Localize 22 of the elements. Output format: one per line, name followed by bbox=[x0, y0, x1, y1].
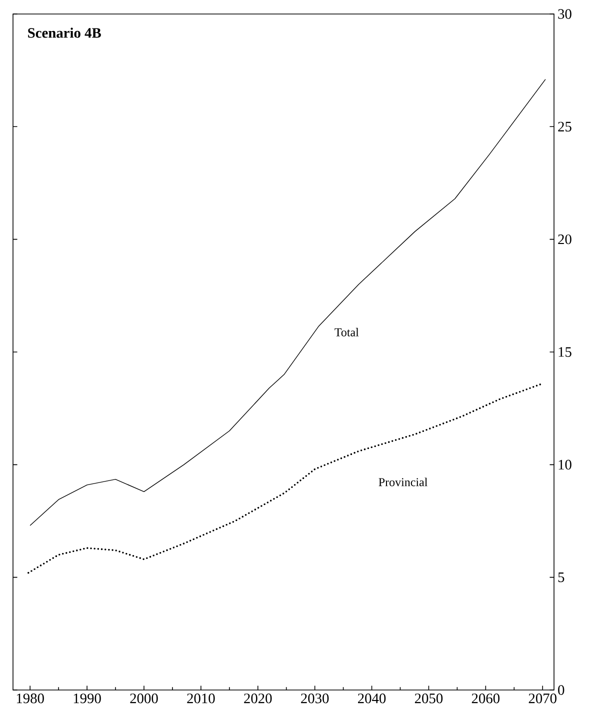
text: Provincial bbox=[378, 478, 428, 486]
x-tick-label: 2070 bbox=[528, 694, 556, 704]
x-tick-label: 2060 bbox=[472, 694, 500, 704]
y-tick-label: 10 bbox=[558, 460, 572, 470]
x-tick-label: 2050 bbox=[414, 694, 443, 704]
y-tick-label: 0 bbox=[558, 685, 564, 695]
x-tick-label: 2010 bbox=[187, 694, 215, 704]
x-tick-label: 2040 bbox=[358, 694, 386, 704]
text: Scenario 4B bbox=[28, 28, 101, 38]
line-series bbox=[30, 78, 546, 526]
x-tick-label: 2030 bbox=[301, 694, 329, 704]
x-tick-label: 2020 bbox=[244, 694, 272, 704]
y-tick-label: 25 bbox=[558, 122, 572, 132]
y-tick-label: 20 bbox=[558, 234, 572, 244]
x-tick-label: 2000 bbox=[130, 694, 158, 704]
x-tick-label: 1990 bbox=[74, 694, 101, 704]
y-tick-label: 5 bbox=[558, 572, 564, 582]
x-tick-label: 1980 bbox=[16, 694, 44, 704]
series-label: Total bbox=[334, 328, 359, 336]
y-tick-label: 15 bbox=[558, 347, 572, 357]
y-tick-label: 30 bbox=[558, 9, 572, 19]
line-series bbox=[27, 382, 544, 574]
